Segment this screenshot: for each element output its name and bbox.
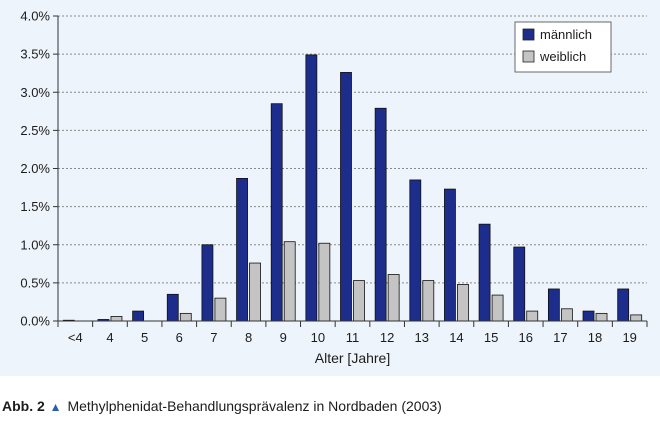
- bar-weiblich-4: [110, 316, 123, 322]
- x-tick-label: 11: [346, 330, 360, 345]
- bar-maennlich-19: [617, 288, 630, 322]
- x-tick-label: 5: [141, 330, 148, 345]
- x-tick-label: 6: [176, 330, 183, 345]
- x-tick-label: 15: [484, 330, 498, 345]
- x-tick-label: 8: [245, 330, 252, 345]
- x-tick-label: 4: [106, 330, 113, 345]
- bar-maennlich-6: [166, 293, 179, 322]
- legend-swatch-weiblich: [522, 50, 535, 63]
- legend-swatch-maennlich: [522, 28, 535, 41]
- bar-weiblich-7: [214, 297, 227, 322]
- y-tick-label: 1.5%: [20, 199, 50, 214]
- bar-weiblich-15: [491, 294, 504, 322]
- y-tick-label: 0.5%: [20, 275, 50, 290]
- y-tick-label: 3.5%: [20, 47, 50, 62]
- bar-maennlich-8: [236, 178, 248, 322]
- bar-maennlich-5: [132, 310, 145, 322]
- bar-weiblich-19: [630, 314, 643, 322]
- bar-weiblich-17: [560, 308, 573, 322]
- bar-weiblich-6: [179, 312, 192, 322]
- y-tick-label: 1.0%: [20, 237, 50, 252]
- y-tick-label: 4.0%: [20, 9, 50, 24]
- bar-weiblich-11: [353, 280, 365, 322]
- bar-maennlich-7: [201, 244, 214, 322]
- x-tick-label: 18: [588, 330, 602, 345]
- x-axis-label: Alter [Jahre]: [315, 350, 390, 366]
- bar-maennlich-13: [409, 179, 422, 322]
- x-tick-label: 12: [380, 330, 394, 345]
- y-tick-label: 2.0%: [20, 161, 50, 176]
- x-tick-label: 17: [553, 330, 567, 345]
- y-tick-label: 3.0%: [20, 85, 50, 100]
- bar-chart: 0.0% 0.5% 1.0% 1.5% 2.0% 2.5% 3.0% 3.5% 4.0% <4 4 5…: [20, 9, 648, 366]
- x-tick-label: 14: [449, 330, 463, 345]
- bar-weiblich-13: [422, 280, 435, 322]
- x-tick-label: 9: [280, 330, 287, 345]
- bar-maennlich-17: [547, 288, 560, 322]
- bar-weiblich-8: [249, 262, 261, 322]
- bar-weiblich-10: [318, 242, 331, 322]
- bar-maennlich-14: [444, 188, 456, 322]
- bar-maennlich-12: [374, 107, 387, 322]
- caption-label: Abb. 2: [2, 398, 45, 414]
- bar-weiblich-16: [526, 310, 539, 322]
- y-tick-label: 0.0%: [20, 314, 50, 329]
- x-tick-label: 13: [415, 330, 429, 345]
- bar-maennlich-15: [478, 223, 491, 322]
- legend: männlich weiblich: [514, 21, 612, 73]
- legend-label-weiblich: weiblich: [539, 49, 586, 64]
- bar-weiblich-12: [387, 274, 400, 322]
- bars: [62, 54, 643, 322]
- bar-weiblich-9: [283, 241, 296, 322]
- x-tick-label: <4: [68, 330, 83, 345]
- bar-weiblich-14: [457, 283, 469, 322]
- figure-caption: Abb. 2 ▲ Methylphenidat-Behandlungspräva…: [2, 398, 442, 414]
- bar-maennlich-9: [270, 103, 283, 322]
- tick-labels: 0.0% 0.5% 1.0% 1.5% 2.0% 2.5% 3.0% 3.5% 4.0% <4 4 5…: [20, 9, 637, 346]
- x-tick-label: 19: [622, 330, 636, 345]
- bar-maennlich-18: [582, 310, 595, 322]
- y-tick-label: 2.5%: [20, 123, 50, 138]
- bar-maennlich-11: [340, 72, 352, 322]
- legend-label-maennlich: männlich: [540, 27, 592, 42]
- bar-maennlich-16: [513, 246, 526, 322]
- caption-text: Methylphenidat-Behandlungsprävalenz in N…: [67, 398, 442, 414]
- chart-panel: 0.0% 0.5% 1.0% 1.5% 2.0% 2.5% 3.0% 3.5% 4.0% <4 4 5…: [0, 0, 660, 376]
- x-tick-label: 7: [210, 330, 217, 345]
- x-tick-label: 10: [311, 330, 325, 345]
- x-tick-label: 16: [519, 330, 533, 345]
- triangle-icon: ▲: [49, 400, 62, 414]
- bar-weiblich-18: [595, 312, 608, 322]
- axes: [53, 15, 648, 327]
- bar-maennlich-10: [305, 54, 318, 322]
